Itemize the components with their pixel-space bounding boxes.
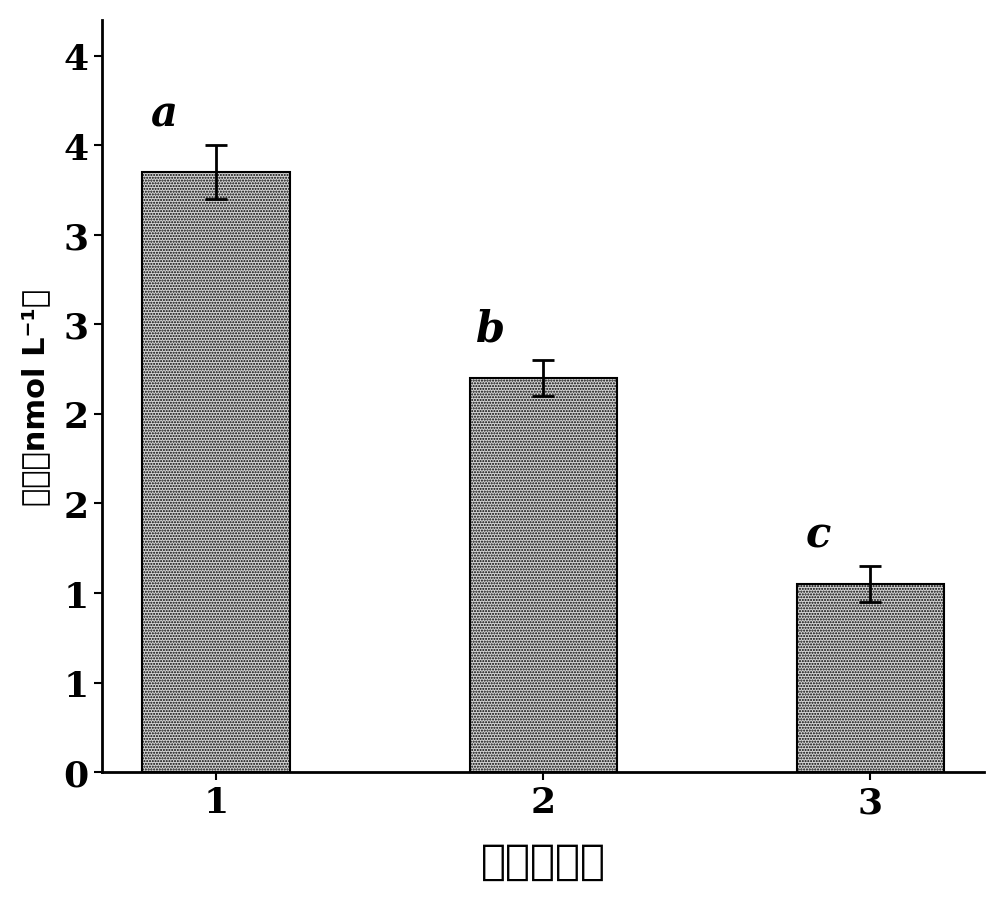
Text: b: b — [476, 308, 506, 350]
Y-axis label: 含量（nmol L⁻¹）: 含量（nmol L⁻¹） — [21, 288, 50, 505]
Text: c: c — [805, 514, 831, 555]
Text: a: a — [150, 93, 177, 135]
Bar — [797, 584, 944, 772]
X-axis label: 饲料处理组: 饲料处理组 — [480, 840, 606, 882]
Bar — [469, 378, 617, 772]
Bar — [143, 172, 289, 772]
